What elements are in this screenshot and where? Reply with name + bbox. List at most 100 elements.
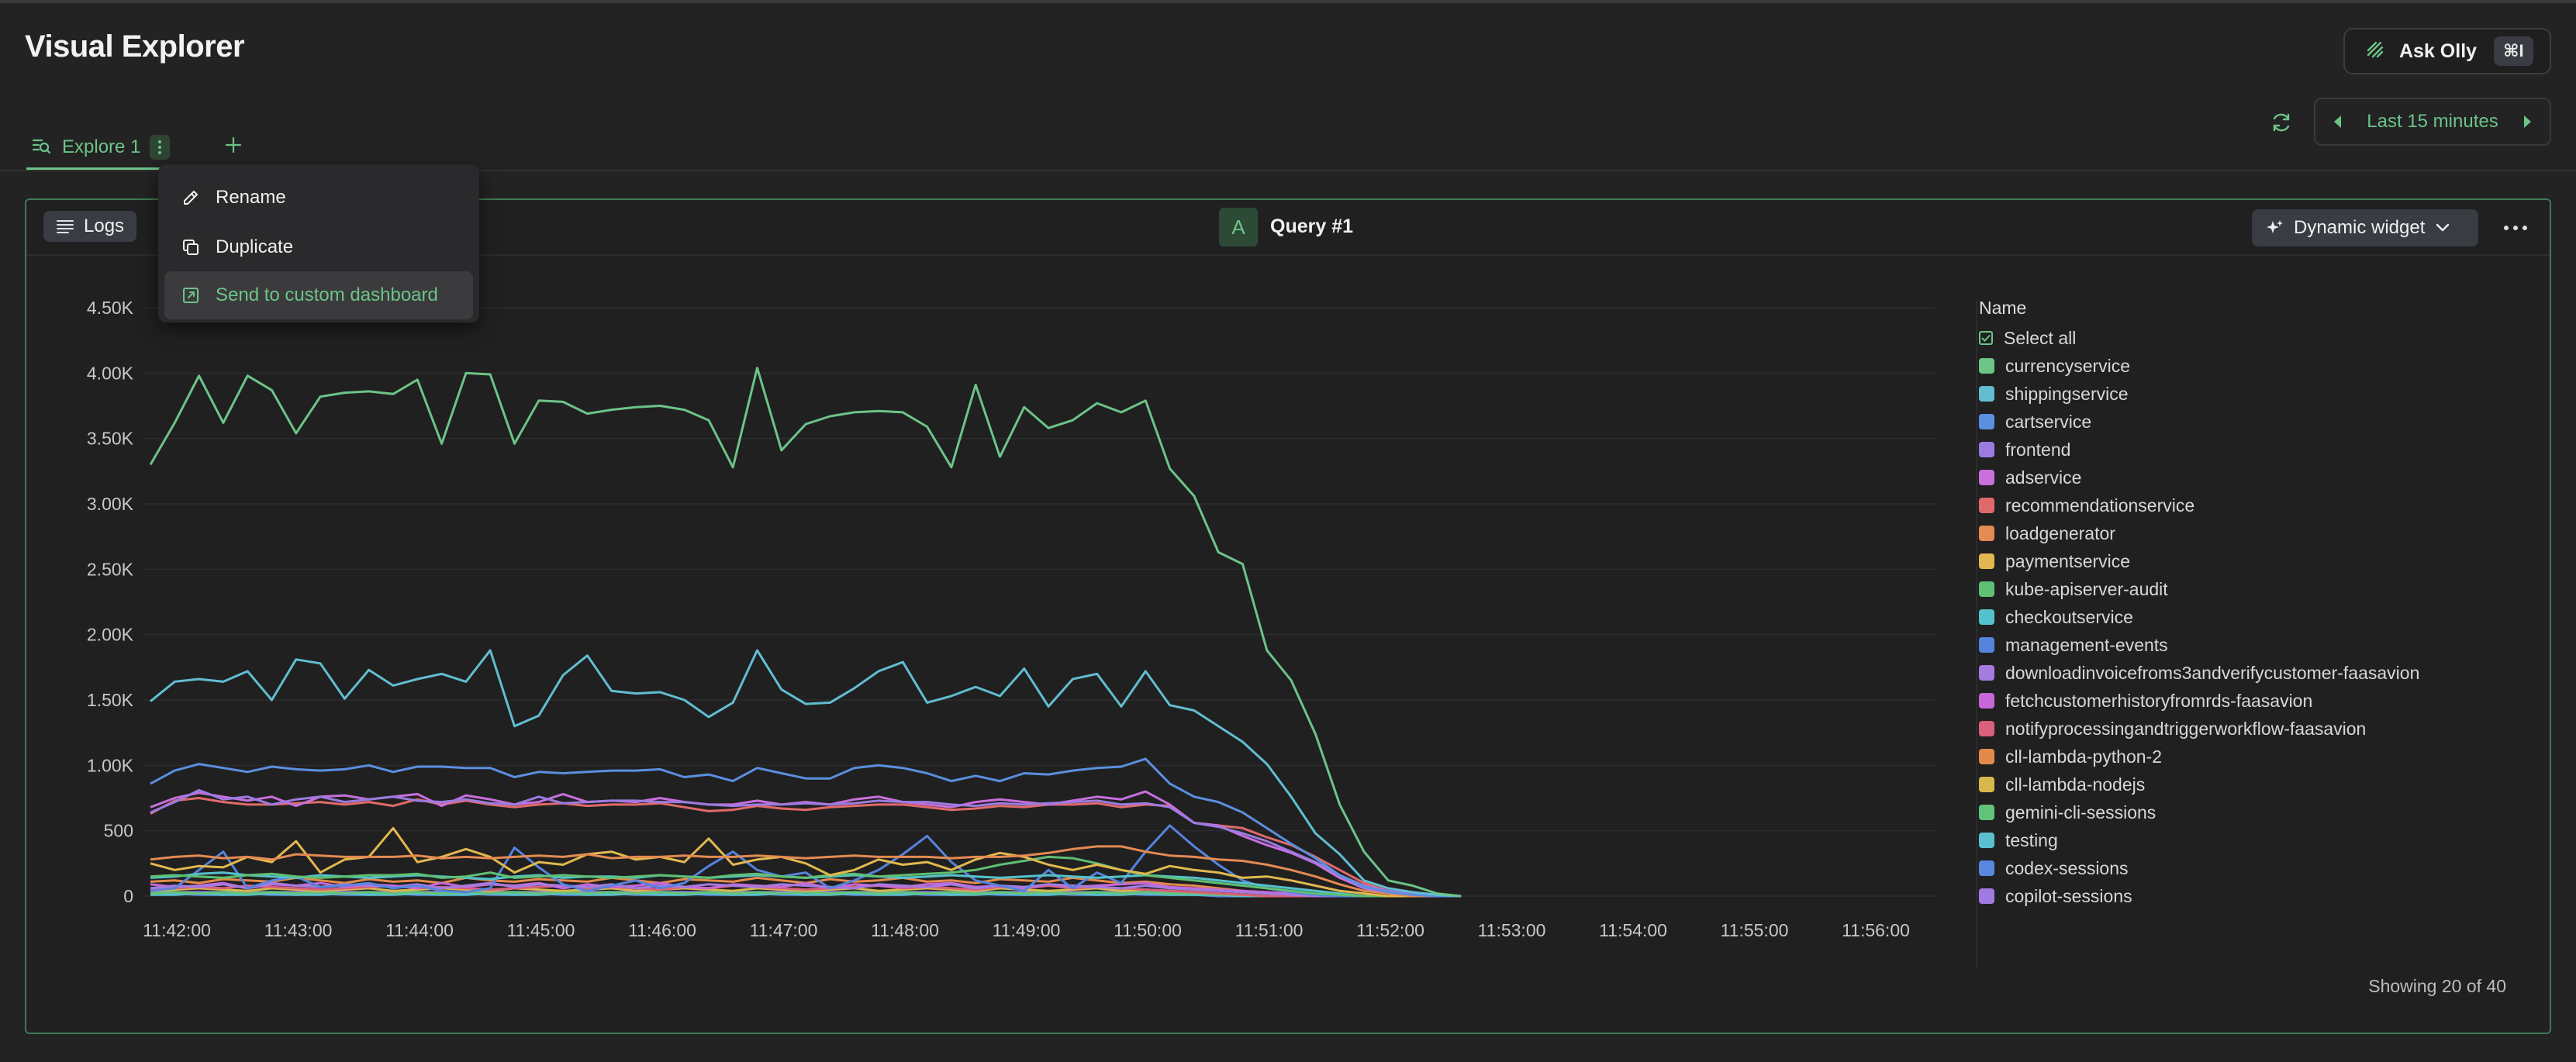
- legend-item[interactable]: loadgenerator: [1979, 519, 2522, 547]
- x-tick-label: 11:51:00: [1235, 920, 1304, 940]
- series-line-adservice[interactable]: [150, 790, 1462, 898]
- series-line-management-events[interactable]: [150, 824, 1462, 898]
- series-line-shippingservice[interactable]: [150, 649, 1462, 898]
- send-to-dashboard-icon: [183, 288, 199, 303]
- legend-item[interactable]: cll-lambda-python-2: [1979, 743, 2522, 771]
- menu-item-rename[interactable]: Rename: [164, 174, 473, 222]
- query-letter-badge: A: [1219, 208, 1258, 247]
- data-source-button[interactable]: Logs: [43, 211, 137, 242]
- refresh-icon: [2273, 113, 2290, 132]
- more-options-button[interactable]: [2500, 214, 2531, 242]
- legend-item[interactable]: testing: [1979, 826, 2522, 854]
- active-tab-indicator: [26, 167, 189, 170]
- panel-header: Logs A Query #1 Dynamic widget: [26, 200, 2550, 256]
- x-tick-label: 11:46:00: [628, 920, 696, 940]
- ellipsis-icon: [2504, 226, 2527, 230]
- legend-item[interactable]: notifyprocessingandtriggerworkflow-faasa…: [1979, 715, 2522, 743]
- series-line-cartservice[interactable]: [150, 757, 1462, 898]
- series-line-currencyservice[interactable]: [149, 367, 1462, 898]
- next-range-icon[interactable]: [2524, 116, 2531, 128]
- legend-swatch: [1979, 721, 1994, 736]
- checkbox-icon[interactable]: [1979, 331, 1993, 345]
- legend-label: codex-sessions: [2005, 857, 2129, 878]
- x-tick-label: 11:44:00: [385, 920, 454, 940]
- x-tick-label: 11:45:00: [507, 920, 575, 940]
- widget-type-dropdown[interactable]: Dynamic widget: [2252, 209, 2478, 247]
- x-tick-label: 11:54:00: [1599, 920, 1667, 940]
- series-line-testing[interactable]: [150, 892, 1462, 898]
- refresh-button[interactable]: [2267, 109, 2295, 136]
- legend-item[interactable]: checkoutservice: [1979, 603, 2522, 631]
- series-line-fetchcustomerhistoryfromrds-faasavion[interactable]: [150, 881, 1462, 898]
- list-icon: [57, 220, 74, 233]
- legend-item[interactable]: cartservice: [1979, 408, 2522, 436]
- legend-label: currencyservice: [2005, 355, 2131, 376]
- x-tick-label: 11:56:00: [1842, 920, 1910, 940]
- keyboard-shortcut-badge: ⌘I: [2494, 36, 2533, 66]
- series-line-downloadinvoicefroms3andverifycustomer-faasavion[interactable]: [150, 881, 1462, 898]
- legend-label: adservice: [2005, 467, 2082, 488]
- legend-title: Name: [1979, 298, 2027, 318]
- legend-swatch: [1979, 777, 1994, 792]
- y-tick-label: 0: [123, 886, 133, 906]
- legend-label: paymentservice: [2005, 550, 2131, 571]
- legend-item[interactable]: copilot-sessions: [1979, 882, 2522, 910]
- legend-item[interactable]: fetchcustomerhistoryfromrds-faasavion: [1979, 687, 2522, 715]
- legend-swatch: [1979, 414, 1994, 429]
- legend-swatch: [1979, 805, 1994, 820]
- legend-item[interactable]: shippingservice: [1979, 380, 2522, 408]
- legend-item[interactable]: paymentservice: [1979, 547, 2522, 575]
- legend-item[interactable]: codex-sessions: [1979, 854, 2522, 882]
- legend-swatch: [1979, 553, 1994, 569]
- legend-item[interactable]: adservice: [1979, 464, 2522, 491]
- series-line-recommendationservice[interactable]: [150, 797, 1462, 898]
- tab-options-button[interactable]: [150, 135, 171, 160]
- legend-item[interactable]: cll-lambda-nodejs: [1979, 771, 2522, 798]
- legend-swatch: [1979, 470, 1994, 485]
- chevron-down-icon: [2436, 223, 2450, 232]
- query-title[interactable]: Query #1: [1270, 216, 1354, 237]
- window-top-border: [0, 0, 2576, 3]
- x-tick-label: 11:55:00: [1721, 920, 1789, 940]
- legend-swatch: [1979, 358, 1994, 374]
- legend-item[interactable]: kube-apiserver-audit: [1979, 575, 2522, 603]
- chart-panel: Logs A Query #1 Dynamic widget 0 500 1.00K…: [25, 198, 2551, 1034]
- y-tick-label: 4.00K: [87, 363, 134, 383]
- tab-explore-1[interactable]: Explore 1: [31, 127, 171, 167]
- legend-item[interactable]: downloadinvoicefroms3andverifycustomer-f…: [1979, 659, 2522, 687]
- legend-label: loadgenerator: [2005, 522, 2115, 543]
- previous-range-icon[interactable]: [2334, 116, 2341, 128]
- series-count: Showing 20 of 40: [2368, 976, 2506, 996]
- legend-select-all[interactable]: Select all: [1979, 324, 2522, 352]
- menu-item-duplicate[interactable]: Duplicate: [164, 223, 473, 271]
- legend-label: kube-apiserver-audit: [2005, 578, 2168, 599]
- legend-label: copilot-sessions: [2005, 885, 2132, 906]
- series-line-frontend[interactable]: [150, 788, 1462, 898]
- legend-label: cartservice: [2005, 411, 2092, 432]
- ask-olly-button[interactable]: Ask Olly ⌘I: [2343, 28, 2551, 74]
- time-range-picker[interactable]: Last 15 minutes: [2314, 98, 2551, 146]
- series-line-loadgenerator[interactable]: [150, 845, 1462, 898]
- legend-label: gemini-cli-sessions: [2005, 802, 2156, 822]
- series-line-notifyprocessingandtriggerworkflow-faasavion[interactable]: [150, 884, 1462, 898]
- copy-icon: [183, 240, 199, 255]
- legend-item[interactable]: recommendationservice: [1979, 491, 2522, 519]
- legend-item[interactable]: frontend: [1979, 436, 2522, 464]
- x-tick-label: 11:52:00: [1356, 920, 1424, 940]
- chart-legend: Name Select all currencyservice shippings…: [1979, 295, 2522, 910]
- legend-label: notifyprocessingandtriggerworkflow-faasa…: [2005, 718, 2367, 739]
- legend-item[interactable]: management-events: [1979, 631, 2522, 659]
- explore-icon: [31, 136, 51, 160]
- ask-olly-label: Ask Olly: [2399, 40, 2478, 62]
- legend-item[interactable]: currencyservice: [1979, 352, 2522, 380]
- tab-bar-divider: [0, 170, 2576, 171]
- legend-label: fetchcustomerhistoryfromrds-faasavion: [2005, 690, 2313, 711]
- legend-item[interactable]: gemini-cli-sessions: [1979, 798, 2522, 826]
- legend-label: shippingservice: [2005, 383, 2129, 404]
- add-tab-button[interactable]: [220, 132, 247, 158]
- series-line-kube-apiserver-audit[interactable]: [150, 855, 1462, 898]
- select-all-label: Select all: [2004, 327, 2077, 348]
- y-tick-label: 3.00K: [87, 494, 134, 514]
- menu-item-send-to-dashboard[interactable]: Send to custom dashboard: [164, 271, 473, 319]
- legend-swatch: [1979, 693, 1994, 709]
